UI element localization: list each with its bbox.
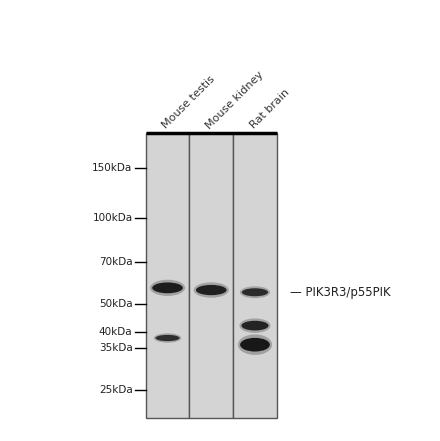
Ellipse shape [155,335,180,341]
Text: 100kDa: 100kDa [92,213,132,223]
Ellipse shape [242,288,268,296]
Text: 25kDa: 25kDa [99,385,132,395]
Bar [189,133,233,418]
Ellipse shape [240,338,270,351]
Text: Rat brain: Rat brain [248,87,291,131]
Ellipse shape [150,280,185,296]
Text: 50kDa: 50kDa [99,299,132,309]
Ellipse shape [154,333,181,343]
Ellipse shape [194,282,229,298]
Ellipse shape [152,282,183,293]
Ellipse shape [239,318,271,333]
Text: Mouse testis: Mouse testis [161,74,217,131]
Text: 40kDa: 40kDa [99,327,132,336]
Text: Mouse kidney: Mouse kidney [204,69,266,131]
Bar [146,133,189,418]
Ellipse shape [238,334,272,355]
Ellipse shape [196,285,227,295]
Text: 150kDa: 150kDa [92,163,132,173]
Text: 70kDa: 70kDa [99,258,132,267]
Text: — PIK3R3/p55PIK: — PIK3R3/p55PIK [290,286,391,299]
Bar [233,133,277,418]
Ellipse shape [242,321,268,330]
Ellipse shape [240,286,270,298]
Text: 35kDa: 35kDa [99,343,132,353]
